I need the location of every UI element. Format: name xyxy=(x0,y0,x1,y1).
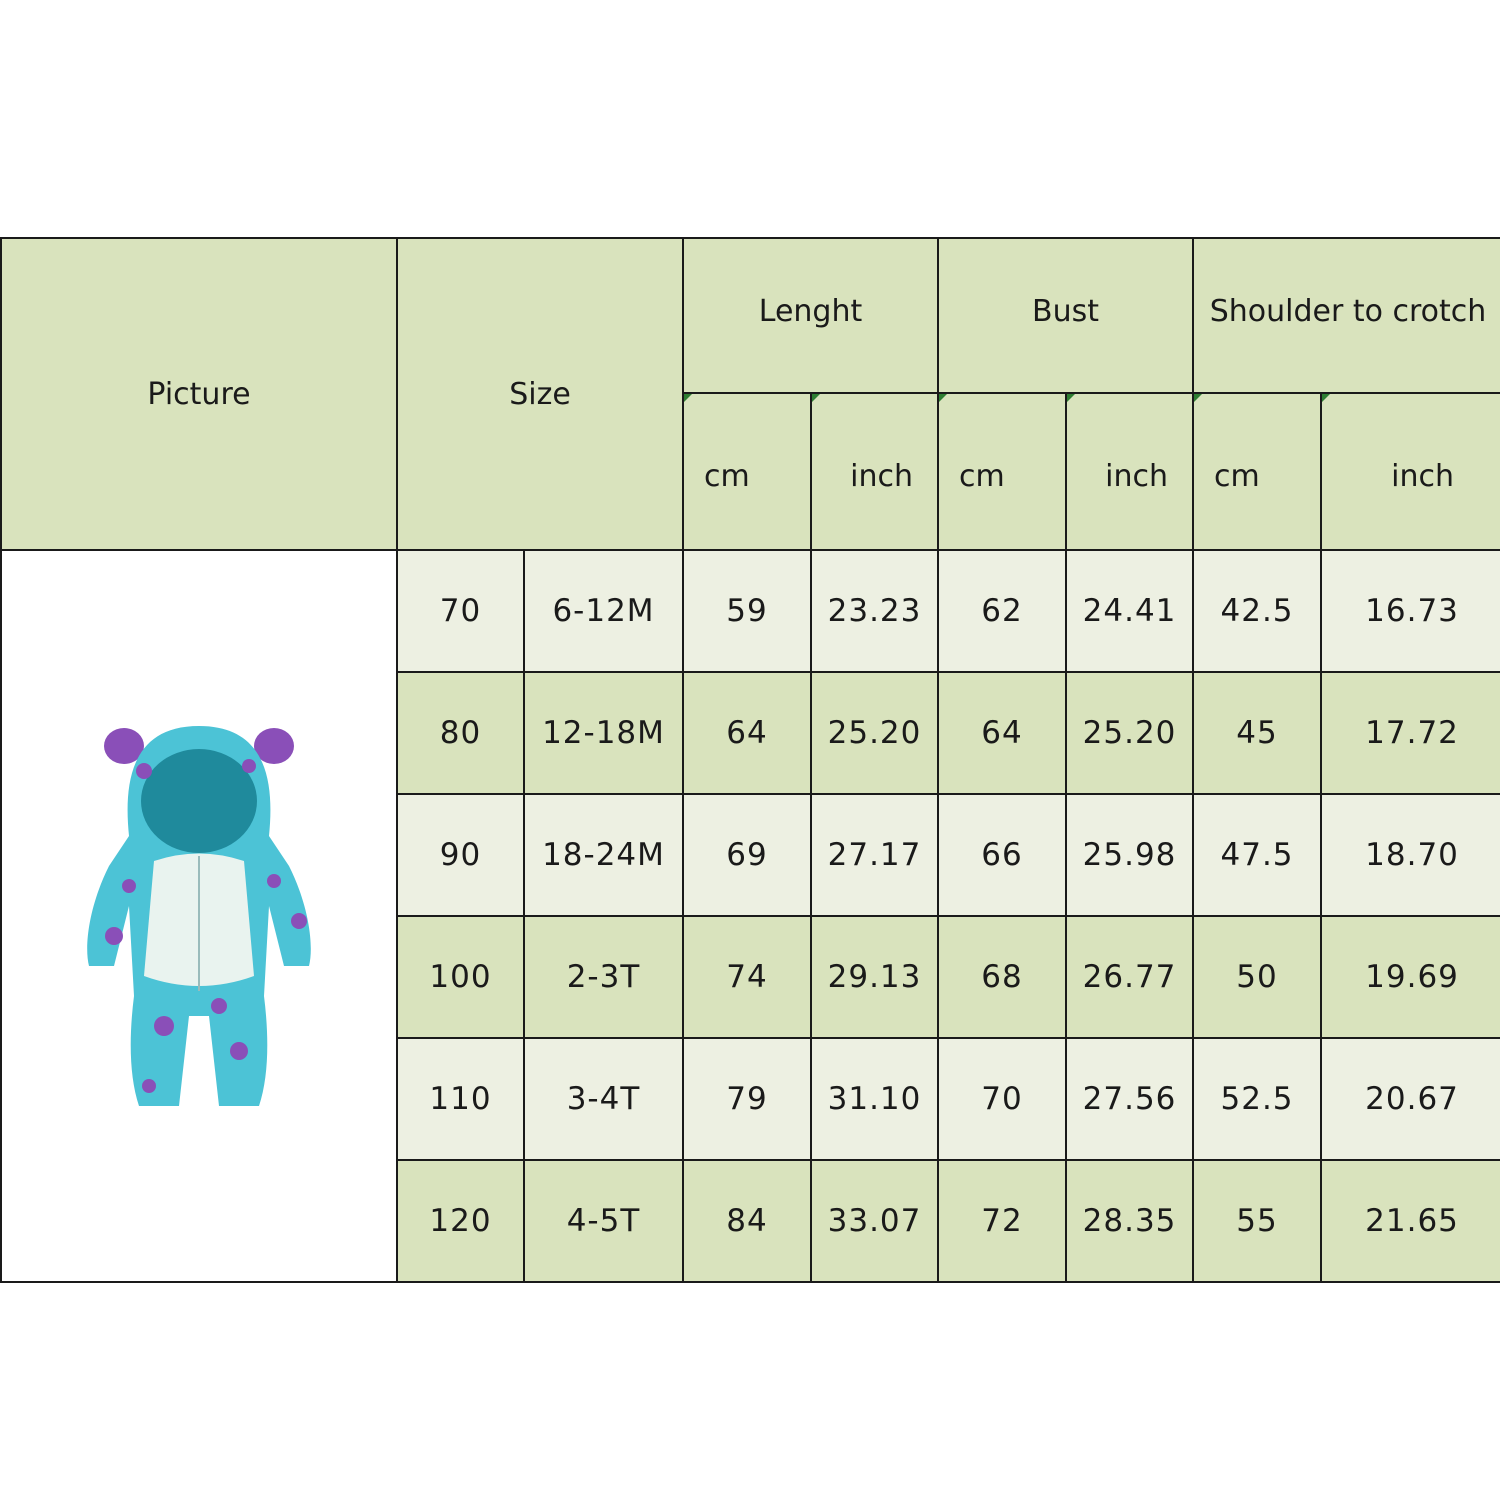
cell-age: 3-4T xyxy=(523,1037,684,1161)
table-row: 80 12-18M 64 25.20 64 25.20 45 17.72 xyxy=(1,671,1500,795)
cell-size: 120 xyxy=(396,1159,525,1283)
cell-bust-cm: 70 xyxy=(937,1037,1068,1161)
product-picture xyxy=(0,549,398,1283)
cell-length-cm: 64 xyxy=(682,671,812,795)
unit-stc-cm: cm xyxy=(1192,392,1323,551)
table-row: 70 6-12M 59 23.23 62 24.41 42.5 16.73 xyxy=(0,549,1500,1283)
cell-bust-in: 25.20 xyxy=(1065,671,1195,795)
cell-size: 80 xyxy=(396,671,525,795)
cell-bust-in: 28.35 xyxy=(1065,1159,1195,1283)
cell-size: 110 xyxy=(396,1037,525,1161)
table-row: 120 4-5T 84 33.07 72 28.35 55 21.65 xyxy=(1,1159,1500,1283)
cell-stc-in: 21.65 xyxy=(1320,1159,1500,1283)
cell-bust-in: 25.98 xyxy=(1065,793,1195,917)
header-picture: Picture xyxy=(0,237,398,551)
cell-age: 6-12M xyxy=(523,549,684,673)
cell-length-cm: 69 xyxy=(682,793,812,917)
cell-bust-cm: 68 xyxy=(937,915,1068,1039)
unit-bust-inch: inch xyxy=(1065,392,1195,551)
cell-length-cm: 59 xyxy=(682,549,812,673)
cell-bust-cm: 64 xyxy=(937,671,1068,795)
cell-stc-cm: 47.5 xyxy=(1192,793,1323,917)
cell-length-in: 27.17 xyxy=(809,793,940,917)
cell-length-in: 25.20 xyxy=(809,671,940,795)
cell-length-cm: 79 xyxy=(682,1037,812,1161)
cell-size: 90 xyxy=(396,793,525,917)
cell-age: 18-24M xyxy=(523,793,684,917)
monster-romper-icon xyxy=(87,726,311,1106)
cell-size: 100 xyxy=(396,915,525,1039)
cell-bust-cm: 72 xyxy=(937,1159,1068,1283)
header-bust: Bust xyxy=(937,237,1195,394)
table-row: 90 18-24M 69 27.17 66 25.98 47.5 18.70 xyxy=(1,793,1500,917)
cell-age: 12-18M xyxy=(523,671,684,795)
cell-length-in: 29.13 xyxy=(809,915,940,1039)
cell-bust-cm: 62 xyxy=(937,549,1068,673)
cell-bust-in: 26.77 xyxy=(1065,915,1195,1039)
header-size: Size xyxy=(396,237,684,551)
cell-stc-in: 19.69 xyxy=(1320,915,1500,1039)
header-length: Lenght xyxy=(681,237,940,394)
table-row: 110 3-4T 79 31.10 70 27.56 52.5 20.67 xyxy=(1,1037,1500,1161)
cell-stc-in: 20.67 xyxy=(1320,1037,1500,1161)
cell-length-cm: 74 xyxy=(682,915,812,1039)
unit-length-cm: cm xyxy=(682,392,812,551)
cell-age: 2-3T xyxy=(523,915,684,1039)
cell-size: 70 xyxy=(396,549,525,673)
cell-length-in: 23.23 xyxy=(809,549,940,673)
cell-stc-cm: 42.5 xyxy=(1192,549,1323,673)
cell-stc-in: 18.70 xyxy=(1320,793,1500,917)
cell-stc-in: 16.73 xyxy=(1320,549,1500,673)
size-chart-table: Picture Size Lenght Bust Shoulder to cro… xyxy=(0,237,1500,1283)
cell-bust-cm: 66 xyxy=(937,793,1068,917)
cell-stc-in: 17.72 xyxy=(1320,671,1500,795)
cell-stc-cm: 50 xyxy=(1192,915,1323,1039)
table-row: 100 2-3T 74 29.13 68 26.77 50 19.69 xyxy=(1,915,1500,1039)
cell-stc-cm: 55 xyxy=(1192,1159,1323,1283)
cell-stc-cm: 52.5 xyxy=(1192,1037,1323,1161)
header-shoulder-to-crotch: Shoulder to crotch xyxy=(1192,237,1500,394)
cell-length-in: 31.10 xyxy=(809,1037,940,1161)
cell-length-cm: 84 xyxy=(682,1159,812,1283)
cell-bust-in: 27.56 xyxy=(1065,1037,1195,1161)
unit-bust-cm: cm xyxy=(937,392,1068,551)
cell-stc-cm: 45 xyxy=(1192,671,1323,795)
cell-bust-in: 24.41 xyxy=(1065,549,1195,673)
unit-stc-inch: inch xyxy=(1320,392,1500,551)
cell-length-in: 33.07 xyxy=(809,1159,940,1283)
cell-age: 4-5T xyxy=(523,1159,684,1283)
unit-length-inch: inch xyxy=(809,392,940,551)
